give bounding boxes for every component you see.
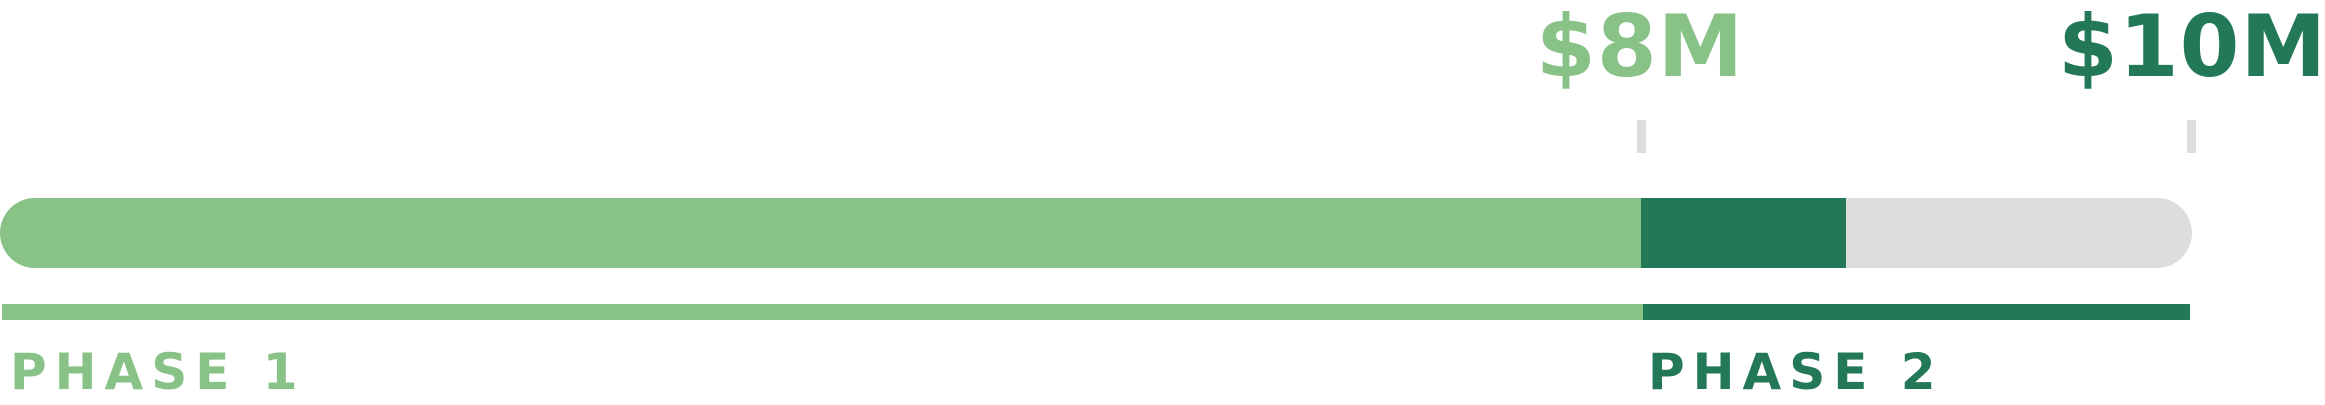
phase-1-bracket-line: [2, 304, 1643, 320]
milestone-tick-10m: [2187, 120, 2196, 153]
progress-fill-phase-1: [0, 198, 1641, 268]
milestone-tick-8m: [1637, 120, 1646, 153]
phase-2-label: PHASE 2: [1648, 343, 1944, 401]
phase-2-bracket-line: [1643, 304, 2190, 320]
phase-1-label: PHASE 1: [10, 343, 306, 401]
progress-bar-track: [0, 198, 2192, 268]
progress-fill-phase-2: [1641, 198, 1846, 268]
milestone-amount-8m: $8M: [1536, 0, 1745, 97]
milestone-amount-10m: $10M: [2058, 0, 2325, 97]
